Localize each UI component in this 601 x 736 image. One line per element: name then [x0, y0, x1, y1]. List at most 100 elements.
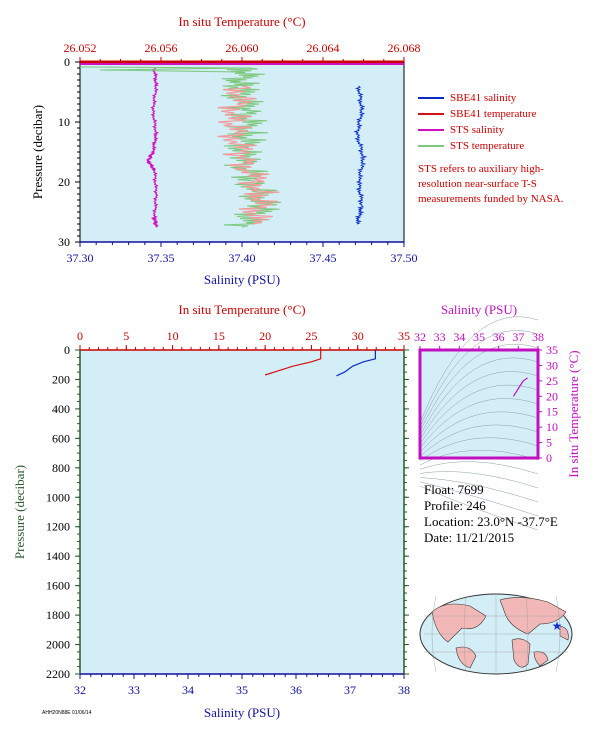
- sbe41-temperature-line: [217, 85, 280, 225]
- upper-bottom-tick-label: 37.40: [229, 251, 256, 265]
- lower-salinity-line: [336, 350, 376, 377]
- lower-bottom-tick-label: 32: [74, 683, 86, 697]
- lower-bottom-tick-label: 37: [344, 683, 356, 697]
- ts-density-contour: [419, 449, 539, 466]
- lower-plot-area: [80, 350, 404, 674]
- upper-bottom-tick-label: 37.30: [67, 251, 94, 265]
- float-info: Float: 7699 Profile: 246 Location: 23.0°…: [424, 482, 558, 546]
- ts-density-contour: [419, 437, 539, 462]
- ts-right-axis-label: In situ Temperature (°C): [566, 350, 581, 477]
- upper-left-axis-label: Pressure (decibar): [30, 105, 45, 199]
- ts-density-contour: [419, 316, 539, 424]
- lower-bottom-tick-label: 34: [182, 683, 194, 697]
- ts-density-contour: [419, 481, 539, 517]
- lower-bottom-tick-label: 35: [236, 683, 248, 697]
- ts-density-contour: [419, 485, 539, 531]
- lower-top-tick-label: 25: [305, 329, 317, 343]
- world-map: [419, 593, 573, 675]
- lower-temperature-line: [264, 350, 322, 376]
- legend-item-sts-temperature: STS temperature: [418, 138, 536, 154]
- lower-left-tick-label: 1000: [46, 490, 70, 504]
- upper-top-tick-label: 26.068: [388, 41, 421, 55]
- map-landmass: [499, 597, 567, 635]
- date: Date: 11/21/2015: [424, 530, 515, 545]
- sts-salinity-line: [145, 67, 160, 228]
- upper-bottom-tick-label: 37.35: [148, 251, 175, 265]
- ts-right-tick-label: 20: [546, 389, 558, 403]
- lower-top-tick-label: 10: [167, 329, 179, 343]
- sts-note: STS refers to auxiliary high-resolution …: [418, 163, 564, 205]
- upper-left-tick-label: 0: [64, 55, 70, 69]
- upper-bottom-axis-label: Salinity (PSU): [204, 272, 280, 287]
- lower-left-tick-label: 200: [52, 372, 70, 386]
- location: Location: 23.0°N -37.7°E: [424, 514, 558, 529]
- lower-top-tick-label: 0: [77, 329, 83, 343]
- lower-left-tick-label: 1600: [46, 579, 70, 593]
- lower-bottom-tick-label: 33: [128, 683, 140, 697]
- map-landmass: [431, 603, 487, 643]
- lower-top-tick-label: 15: [213, 329, 225, 343]
- ts-top-tick-label: 33: [434, 330, 446, 344]
- ts-plot-area: [418, 348, 540, 460]
- ts-top-tick-label: 38: [532, 330, 544, 344]
- ts-density-contour: [419, 357, 539, 436]
- surface-temperature-spike: [79, 66, 251, 73]
- lower-left-tick-label: 0: [64, 343, 70, 357]
- lower-left-tick-label: 2200: [46, 667, 70, 681]
- lower-bottom-tick-label: 36: [290, 683, 302, 697]
- ts-top-tick-label: 37: [512, 330, 524, 344]
- ts-density-contour: [419, 330, 539, 428]
- ts-right-tick-label: 10: [546, 420, 558, 434]
- lower-top-axis-label: In situ Temperature (°C): [178, 302, 305, 317]
- lower-left-tick-label: 400: [52, 402, 70, 416]
- ts-density-contour: [419, 411, 539, 453]
- ts-right-tick-label: 5: [546, 436, 552, 450]
- lower-top-tick-label: 20: [259, 329, 271, 343]
- ts-top-tick-label: 35: [473, 330, 485, 344]
- ts-density-contour: [419, 371, 539, 440]
- ts-curve: [512, 377, 528, 397]
- upper-left-tick-label: 20: [58, 175, 70, 189]
- legend: SBE41 salinity SBE41 temperature STS sal…: [418, 90, 536, 154]
- ts-top-tick-label: 32: [414, 330, 426, 344]
- ts-density-contour: [419, 461, 539, 475]
- lower-top-tick-label: 5: [123, 329, 129, 343]
- ts-right-tick-label: 25: [546, 374, 558, 388]
- lower-bottom-tick-label: 38: [398, 683, 410, 697]
- profile-number: Profile: 246: [424, 498, 486, 513]
- lower-left-tick-label: 1800: [46, 608, 70, 622]
- upper-bottom-tick-label: 37.50: [391, 251, 418, 265]
- upper-top-tick-label: 26.056: [145, 41, 178, 55]
- upper-top-tick-label: 26.052: [64, 41, 97, 55]
- lower-bottom-axis-label: Salinity (PSU): [204, 705, 280, 720]
- ts-top-tick-label: 36: [493, 330, 505, 344]
- ts-density-contour: [419, 384, 539, 445]
- float-location-marker: ★: [552, 619, 563, 633]
- lower-top-tick-label: 35: [398, 329, 410, 343]
- upper-top-tick-label: 26.060: [226, 41, 259, 55]
- upper-left-tick-label: 30: [58, 235, 70, 249]
- upper-left-tick-label: 10: [58, 115, 70, 129]
- lower-left-axis-label: Pressure (decibar): [12, 465, 27, 559]
- ts-right-tick-label: 30: [546, 358, 558, 372]
- legend-item-sts-salinity: STS salinity: [418, 122, 536, 138]
- ts-density-contour: [419, 344, 539, 432]
- sbe41-salinity-line: [353, 85, 368, 225]
- lower-left-tick-label: 600: [52, 431, 70, 445]
- ts-top-tick-label: 34: [453, 330, 465, 344]
- upper-top-tick-label: 26.064: [307, 41, 340, 55]
- lower-left-tick-label: 1200: [46, 520, 70, 534]
- legend-item-sbe41-salinity: SBE41 salinity: [418, 90, 536, 106]
- legend-item-sbe41-temperature: SBE41 temperature: [418, 106, 536, 122]
- ts-right-tick-label: 0: [546, 451, 552, 465]
- upper-top-axis-label: In situ Temperature (°C): [178, 14, 305, 29]
- lower-left-tick-label: 2000: [46, 638, 70, 652]
- ts-top-axis-label: Salinity (PSU): [441, 302, 517, 317]
- float-id: Float: 7699: [424, 482, 484, 497]
- map-landmass: [559, 625, 569, 641]
- ts-density-contour: [419, 471, 539, 489]
- ts-density-contour: [419, 424, 539, 457]
- footer-code: AHH20N88E 01/06/14: [42, 710, 92, 716]
